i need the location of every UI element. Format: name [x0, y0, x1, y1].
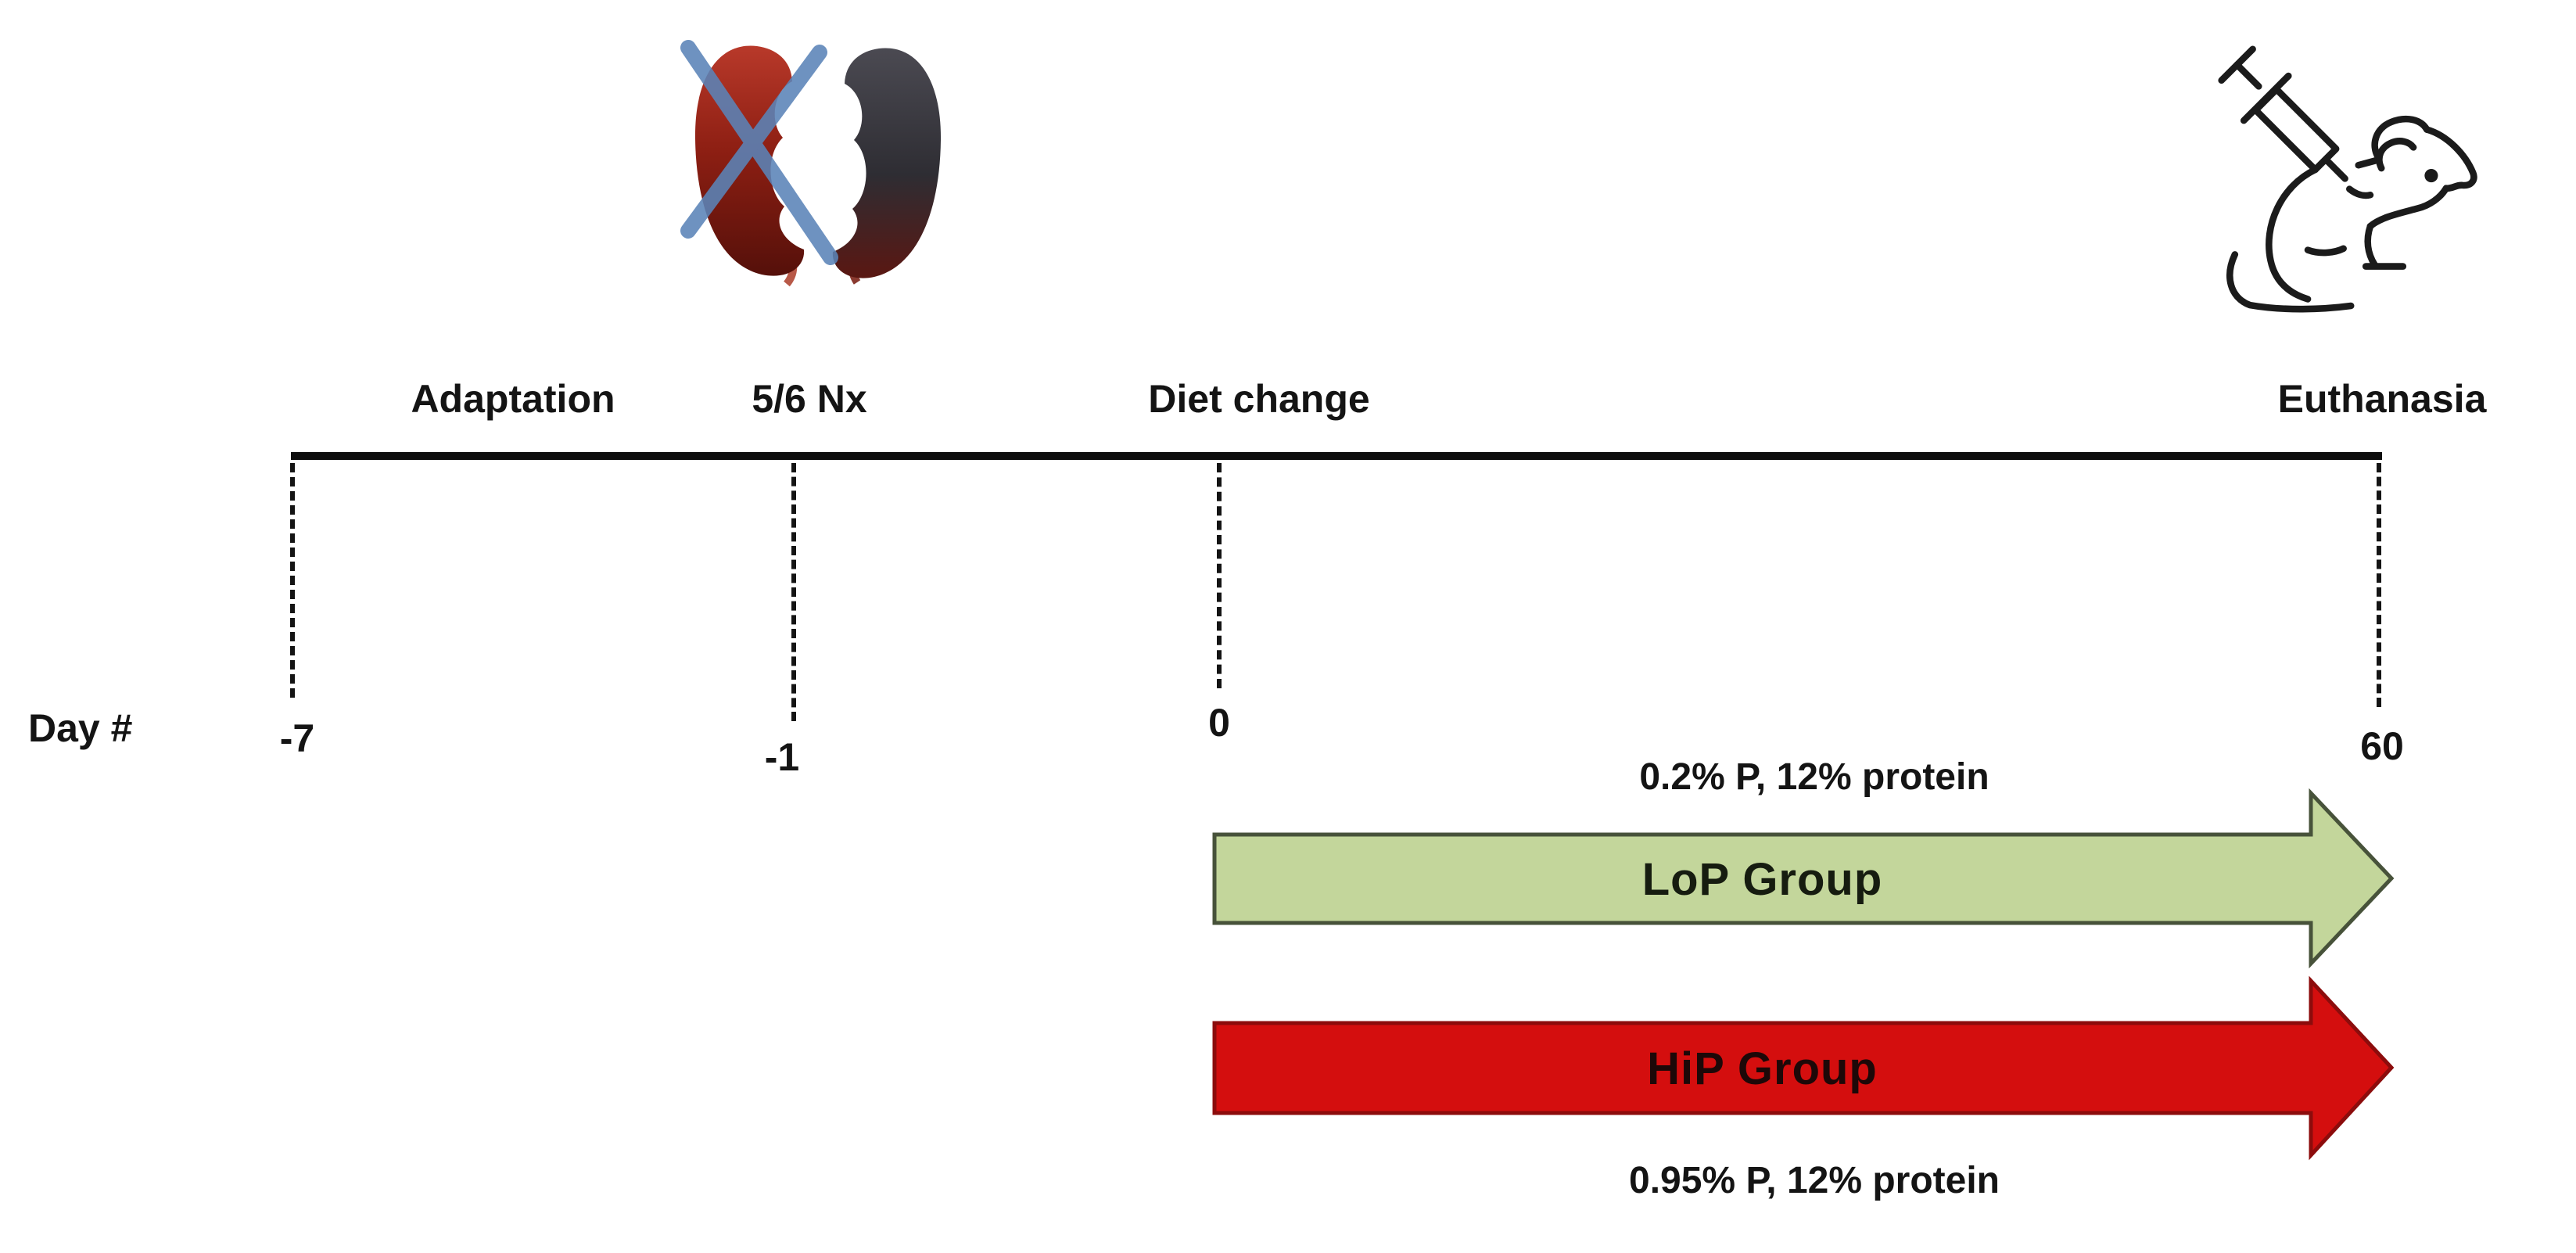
mouse-eye — [2424, 168, 2438, 183]
day-number-minus7: -7 — [279, 716, 315, 760]
mouse-head-nose — [2423, 126, 2477, 192]
phase-label-adaptation: Adaptation — [411, 377, 615, 421]
day-number-0: 0 — [1208, 701, 1230, 745]
tick-day-minus7 — [290, 463, 295, 698]
mouse-back-rump — [2266, 166, 2319, 303]
mouse-thigh-line — [2304, 245, 2347, 257]
hip-group-label: HiP Group — [1647, 1043, 1878, 1094]
lop-arrow-shape — [1212, 788, 2395, 969]
crossed-kidneys-icon — [680, 40, 942, 287]
lop-group-arrow — [1212, 788, 2395, 969]
mouse-tail-ground — [2226, 251, 2355, 313]
lop-group-label: LoP Group — [1641, 854, 1883, 905]
event-label-diet-change: Diet change — [1148, 377, 1370, 421]
syringe-barrel — [2252, 85, 2340, 174]
event-label-nephrectomy: 5/6 Nx — [752, 377, 867, 421]
hip-arrow-shape — [1212, 975, 2395, 1161]
event-label-euthanasia: Euthanasia — [2277, 377, 2487, 421]
mouse-shoulder-wrinkle — [2346, 185, 2374, 199]
day-axis-label: Day # — [28, 706, 133, 750]
mouse-syringe-icon — [2218, 45, 2477, 313]
timeline-bar — [291, 452, 2382, 460]
mouse-front-leg — [2364, 222, 2378, 268]
syringe-plunger-rod — [2233, 61, 2262, 90]
day-number-60: 60 — [2360, 724, 2404, 768]
injection-dash — [2355, 156, 2381, 169]
tick-day-60 — [2377, 463, 2381, 707]
hip-group-arrow — [1212, 975, 2395, 1161]
right-kidney — [832, 48, 942, 278]
mouse-ear-outer — [2371, 115, 2431, 161]
day-number-minus1: -1 — [764, 735, 800, 779]
tick-day-minus1 — [791, 463, 796, 721]
mouse-jaw-chest — [2366, 185, 2450, 230]
mouse-ear-inner — [2376, 138, 2417, 172]
tick-day-0 — [1217, 463, 1222, 688]
syringe-needle — [2323, 157, 2348, 182]
hip-diet-label: 0.95% P, 12% protein — [1629, 1160, 2000, 1201]
lop-diet-label: 0.2% P, 12% protein — [1639, 756, 1989, 798]
cross-out-x-icon — [680, 40, 838, 265]
